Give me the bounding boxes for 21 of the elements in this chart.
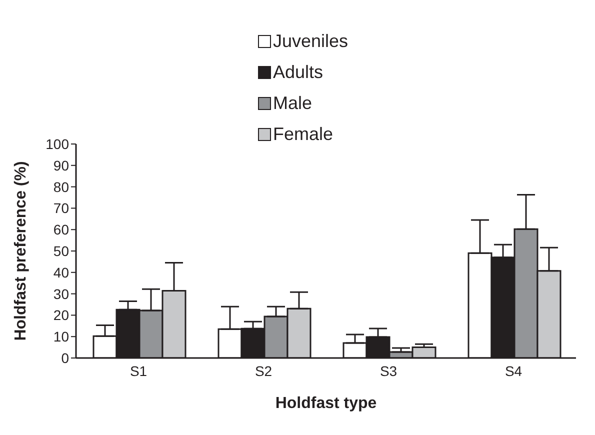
x-tick-label: S3: [380, 362, 398, 379]
x-tick-label: S1: [130, 362, 148, 379]
legend-label: Adults: [273, 61, 324, 84]
legend-label: Male: [273, 92, 312, 115]
y-tick-label: 90: [53, 157, 70, 174]
x-tick-label: S2: [254, 362, 272, 379]
y-tick-label: 60: [53, 222, 70, 238]
y-tick-label: 20: [53, 307, 70, 324]
y-tick-label: 80: [53, 178, 70, 195]
y-tick-label: 30: [53, 286, 70, 302]
y-tick-label: 50: [53, 242, 70, 259]
x-axis-title: Holdfast type: [275, 395, 377, 412]
y-tick-label: 10: [53, 328, 70, 345]
y-axis-title: Holdfast preference (%): [12, 161, 30, 341]
y-tick-label: 0: [61, 350, 70, 366]
legend-label: Female: [273, 123, 334, 146]
y-tick-label: 70: [53, 200, 70, 216]
y-tick-label: 40: [53, 264, 70, 280]
legend-label: Juveniles: [273, 30, 348, 53]
y-tick-label: 100: [46, 136, 70, 152]
x-tick-label: S4: [504, 362, 522, 379]
